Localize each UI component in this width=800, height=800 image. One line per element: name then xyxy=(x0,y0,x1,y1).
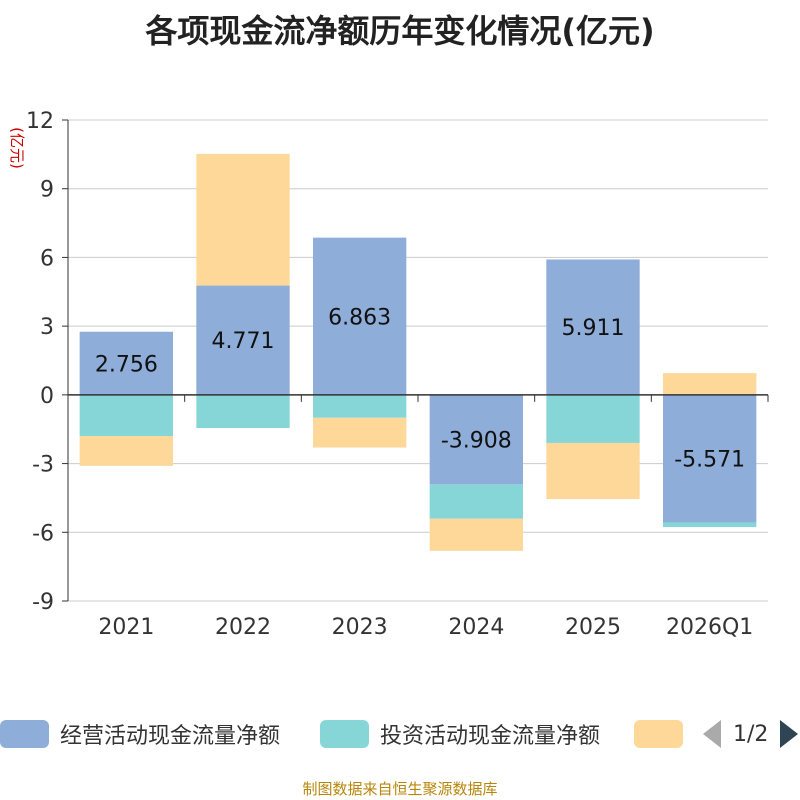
legend-next-page-icon[interactable] xyxy=(780,720,799,748)
data-label-2023: 6.863 xyxy=(328,305,391,330)
legend-swatch-financing xyxy=(634,720,683,748)
bar-3-2026Q1 xyxy=(663,373,757,395)
y-tick-label: 9 xyxy=(40,178,54,203)
bar-2-2021 xyxy=(79,394,173,437)
y-tick-label: 12 xyxy=(26,109,54,134)
grid-lines xyxy=(68,119,768,602)
bar-2-2025 xyxy=(546,394,640,443)
bar-1-2025 xyxy=(546,259,640,395)
legend-swatch-operating xyxy=(0,720,49,748)
bar-1-2022 xyxy=(196,285,290,395)
y-tick-label: 3 xyxy=(40,315,54,340)
legend-item-operating[interactable]: 经营活动现金流量净额 xyxy=(0,714,280,754)
legend-pager: 1/2 xyxy=(703,714,799,754)
x-tick-label: 2026Q1 xyxy=(666,615,753,640)
data-source-note: 制图数据来自恒生聚源数据库 xyxy=(302,780,498,798)
data-label-2022: 4.771 xyxy=(212,329,275,354)
bar-2-2026Q1 xyxy=(663,522,757,528)
bar-1-2024 xyxy=(429,394,523,485)
y-tick-label: -3 xyxy=(32,453,54,478)
y-tick-label: -6 xyxy=(32,521,54,546)
bar-3-2025 xyxy=(546,442,640,500)
bar-3-2024 xyxy=(429,518,523,551)
bar-3-2022 xyxy=(196,153,290,286)
x-tick-label: 2022 xyxy=(215,615,271,640)
axes: -9 -6 -3 0 3 6 9 12 2021 2022 2023 2024 2025 2026Q1 xyxy=(26,109,769,640)
bar-3-2023 xyxy=(313,417,407,448)
bar-1-2026Q1 xyxy=(663,394,757,523)
legend-item-financing[interactable] xyxy=(634,714,694,754)
y-axis-label: (亿元) xyxy=(8,127,26,169)
bar-2-2022 xyxy=(196,394,290,429)
y-tick-label: 6 xyxy=(40,246,54,271)
x-tick-label: 2025 xyxy=(565,615,621,640)
x-tick-label: 2024 xyxy=(448,615,504,640)
bar-2-2024 xyxy=(429,484,523,519)
data-label-2025: 5.911 xyxy=(562,316,625,341)
data-label-2026Q1: -5.571 xyxy=(674,448,745,473)
bars xyxy=(79,153,757,551)
bar-2-2023 xyxy=(313,394,407,418)
legend-prev-page-icon[interactable] xyxy=(703,720,721,748)
legend-item-investing[interactable]: 投资活动现金流量净额 xyxy=(320,714,600,754)
legend-label-operating: 经营活动现金流量净额 xyxy=(60,724,281,749)
y-tick-label: 0 xyxy=(40,384,54,409)
legend: 经营活动现金流量净额 投资活动现金流量净额 1/2 xyxy=(0,714,800,754)
legend-page-indicator: 1/2 xyxy=(733,721,769,747)
legend-label-investing: 投资活动现金流量净额 xyxy=(380,724,601,749)
bar-1-2021 xyxy=(79,331,173,395)
legend-swatch-investing xyxy=(320,720,369,748)
chart-title: 各项现金流净额历年变化情况(亿元) xyxy=(145,12,655,50)
x-tick-label: 2021 xyxy=(98,615,154,640)
x-tick-label: 2023 xyxy=(332,615,388,640)
bar-1-2023 xyxy=(313,237,407,395)
y-tick-label: -9 xyxy=(32,590,54,615)
data-label-2024: -3.908 xyxy=(441,429,512,454)
bar-3-2021 xyxy=(79,436,173,466)
data-label-2021: 2.756 xyxy=(95,352,158,377)
data-labels: 2.756 4.771 6.863 -3.908 5.911 -5.571 xyxy=(95,305,745,472)
